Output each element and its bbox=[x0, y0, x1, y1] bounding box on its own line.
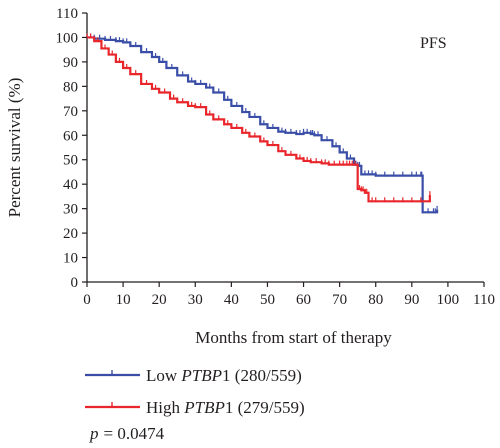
y-tick-label: 40 bbox=[63, 177, 78, 193]
p-value-symbol: p bbox=[89, 424, 99, 443]
x-tick-label: 0 bbox=[83, 292, 91, 308]
y-tick-label: 30 bbox=[63, 202, 78, 218]
y-axis-title: Percent survival (%) bbox=[5, 78, 24, 218]
p-value: p = 0.0474 bbox=[89, 424, 165, 443]
legend: Low PTBP1 (280/559) High PTBP1 (279/559) bbox=[85, 366, 305, 417]
legend-label-high: High PTBP1 (279/559) bbox=[146, 398, 305, 417]
y-tick-label: 90 bbox=[63, 55, 78, 71]
legend-low-gene: PTBP bbox=[180, 366, 222, 385]
x-tick-label: 100 bbox=[437, 292, 460, 308]
y-tick-label: 10 bbox=[63, 251, 78, 267]
legend-low-suffix: 1 (280/559) bbox=[222, 366, 302, 385]
p-value-text: = 0.0474 bbox=[104, 424, 165, 443]
survival-curve-low bbox=[87, 36, 439, 214]
y-tick-label: 60 bbox=[63, 128, 78, 144]
y-axis-ticks: 0 10 20 30 40 50 60 70 80 90 100 110 bbox=[56, 6, 87, 291]
x-tick-label: 80 bbox=[368, 292, 383, 308]
y-tick-label: 80 bbox=[63, 79, 78, 95]
y-tick-label: 0 bbox=[71, 275, 79, 291]
x-tick-label: 110 bbox=[473, 292, 495, 308]
x-tick-label: 30 bbox=[188, 292, 203, 308]
legend-label-low: Low PTBP1 (280/559) bbox=[146, 366, 302, 385]
legend-entry-high: High PTBP1 (279/559) bbox=[85, 398, 305, 417]
x-axis-title: Months from start of therapy bbox=[195, 328, 392, 347]
x-tick-label: 40 bbox=[224, 292, 239, 308]
survival-curve-high bbox=[87, 36, 431, 203]
plot-area bbox=[86, 13, 484, 283]
y-tick-label: 50 bbox=[63, 153, 78, 169]
legend-high-suffix: 1 (279/559) bbox=[225, 398, 305, 417]
legend-high-gene: PTBP bbox=[183, 398, 225, 417]
y-tick-label: 100 bbox=[56, 30, 79, 46]
x-tick-label: 70 bbox=[332, 292, 347, 308]
x-tick-label: 50 bbox=[260, 292, 275, 308]
y-tick-label: 20 bbox=[63, 226, 78, 242]
x-tick-label: 20 bbox=[152, 292, 167, 308]
y-tick-label: 110 bbox=[56, 6, 78, 22]
x-tick-label: 90 bbox=[404, 292, 419, 308]
x-tick-label: 10 bbox=[116, 292, 131, 308]
x-tick-label: 60 bbox=[296, 292, 311, 308]
legend-low-prefix: Low bbox=[146, 366, 181, 385]
legend-entry-low: Low PTBP1 (280/559) bbox=[85, 366, 302, 385]
chart-title: PFS bbox=[420, 35, 447, 52]
y-tick-label: 70 bbox=[63, 104, 78, 120]
legend-high-prefix: High bbox=[146, 398, 184, 417]
x-axis-ticks: 0 10 20 30 40 50 60 70 80 90 100 110 bbox=[83, 282, 495, 308]
